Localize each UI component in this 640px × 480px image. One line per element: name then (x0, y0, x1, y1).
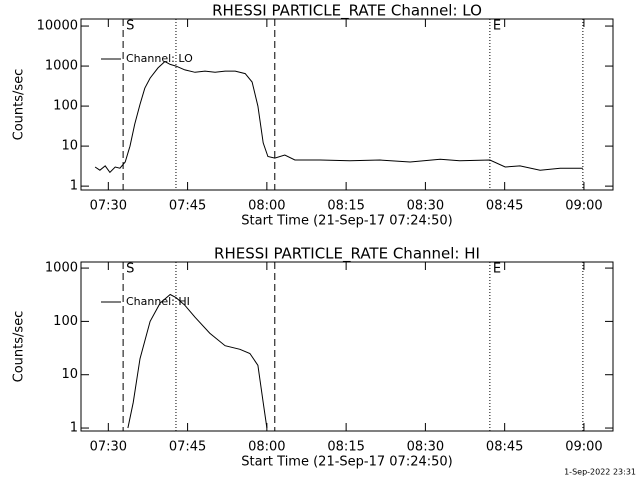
y-axis-label: Counts/sec (12, 69, 27, 141)
series-line (127, 293, 268, 429)
x-tick-label: 07:30 (90, 199, 127, 214)
x-tick-label: 08:15 (327, 440, 364, 455)
x-tick-label: 08:15 (327, 199, 364, 214)
legend-label: Channel: HI (126, 295, 190, 308)
y-tick-label: 1000 (45, 261, 78, 276)
series-line (94, 60, 583, 174)
y-tick-label: 10 (61, 367, 78, 382)
x-tick-label: 08:30 (407, 440, 444, 455)
chart-title: RHESSI PARTICLE_RATE Channel: LO (212, 2, 482, 21)
y-tick-label: 10 (61, 139, 78, 154)
x-tick-label: 08:00 (248, 440, 285, 455)
marker-label: E (493, 19, 501, 34)
marker-label: S (126, 19, 134, 34)
x-tick-label: 07:45 (169, 199, 206, 214)
plot-frame (80, 261, 614, 432)
chart-title: RHESSI PARTICLE_RATE Channel: HI (214, 245, 480, 264)
x-tick-label: 09:00 (565, 440, 602, 455)
legend-label: Channel: LO (126, 52, 193, 65)
y-tick-label: 100 (53, 314, 78, 329)
x-tick-label: 07:30 (90, 440, 127, 455)
y-tick-label: 100 (53, 99, 78, 114)
y-tick-label: 1 (70, 421, 78, 436)
y-tick-label: 10000 (37, 19, 78, 34)
y-tick-label: 1000 (45, 59, 78, 74)
plot-frame (80, 18, 614, 191)
x-axis-label: Start Time (21-Sep-17 07:24:50) (241, 455, 452, 470)
footer: 1-Sep-2022 23:31 (564, 468, 636, 477)
marker-label: E (493, 262, 501, 277)
x-tick-label: 08:45 (486, 440, 523, 455)
x-tick-label: 09:00 (565, 199, 602, 214)
marker-label: S (126, 262, 134, 277)
y-tick-label: 1 (70, 179, 78, 194)
x-tick-label: 07:45 (169, 440, 206, 455)
x-tick-label: 08:30 (407, 199, 444, 214)
x-tick-label: 08:45 (486, 199, 523, 214)
x-axis-label: Start Time (21-Sep-17 07:24:50) (241, 214, 452, 229)
x-tick-label: 08:00 (248, 199, 285, 214)
y-axis-label: Counts/sec (12, 311, 27, 383)
